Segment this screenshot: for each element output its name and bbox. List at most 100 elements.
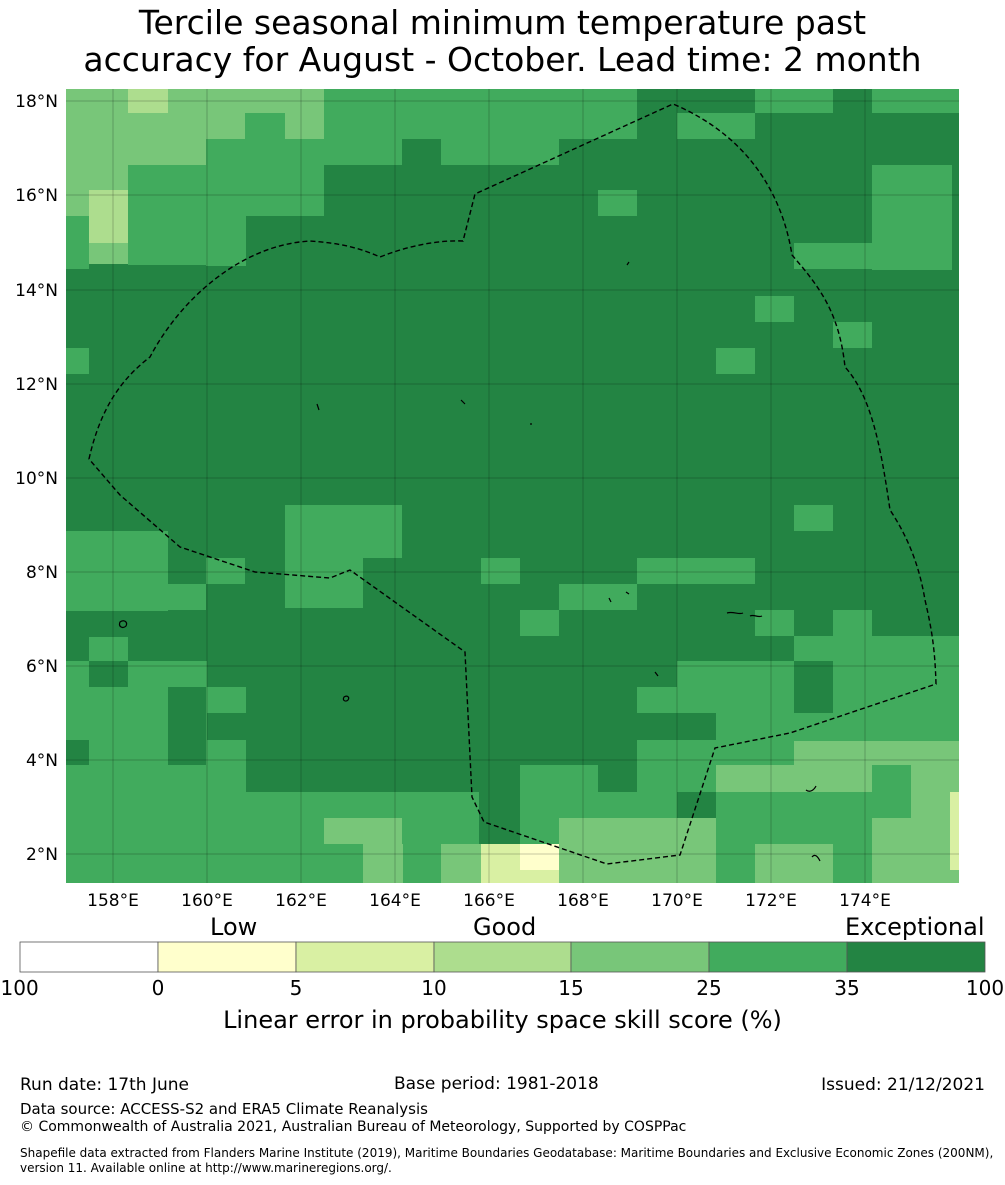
run-date: Run date: 17th June bbox=[20, 1075, 189, 1095]
eez-boundary bbox=[88, 103, 937, 865]
colorbar-tick: 35 bbox=[834, 976, 860, 1000]
skill-cell bbox=[637, 558, 755, 584]
skill-cell bbox=[245, 113, 285, 139]
lon-label: 164°E bbox=[369, 891, 421, 911]
skill-cell bbox=[363, 844, 403, 883]
skill-cell bbox=[950, 792, 959, 870]
shapefile-credit: Shapefile data extracted from Flanders M… bbox=[20, 1146, 994, 1175]
colorbar-tick: 5 bbox=[289, 976, 303, 1000]
skill-cell bbox=[168, 687, 206, 765]
lon-label: 166°E bbox=[463, 891, 515, 911]
lat-label: 2°N bbox=[26, 845, 58, 865]
lat-label: 10°N bbox=[15, 469, 58, 489]
skill-cell bbox=[206, 216, 246, 266]
skill-cell bbox=[206, 687, 246, 713]
label-good: Good bbox=[473, 913, 537, 941]
lat-label: 12°N bbox=[15, 375, 58, 395]
skill-cell bbox=[755, 296, 794, 322]
label-exceptional: Exceptional bbox=[845, 913, 985, 941]
copyright: © Commonwealth of Australia 2021, Austra… bbox=[20, 1119, 687, 1135]
skill-cell bbox=[324, 89, 637, 139]
title-line-1: Tercile seasonal minimum temperature pas… bbox=[138, 3, 867, 42]
skill-cell bbox=[66, 740, 89, 765]
lat-label: 8°N bbox=[26, 563, 58, 583]
colorbar-swatch bbox=[19, 941, 159, 973]
colorbar-tick: 25 bbox=[696, 976, 722, 1000]
skill-cell bbox=[716, 765, 872, 792]
colorbar bbox=[19, 941, 986, 973]
lat-label: 4°N bbox=[26, 751, 58, 771]
skill-cell bbox=[794, 740, 959, 765]
lat-label: 6°N bbox=[26, 657, 58, 677]
skill-cell bbox=[794, 792, 872, 818]
colorbar-swatch bbox=[157, 941, 297, 973]
skill-cell bbox=[206, 740, 246, 883]
colorbar-tick: -100 bbox=[0, 976, 39, 1000]
skill-cell bbox=[598, 190, 637, 216]
skill-cell bbox=[285, 505, 402, 558]
skill-cell bbox=[559, 584, 637, 610]
skill-cell bbox=[66, 531, 168, 611]
skill-cell bbox=[755, 89, 833, 113]
lat-label: 16°N bbox=[15, 186, 58, 206]
skill-cell bbox=[520, 844, 560, 870]
skill-cell bbox=[677, 661, 794, 713]
skill-cell bbox=[441, 844, 481, 883]
skill-cell bbox=[66, 348, 89, 374]
colorbar-title: Linear error in probability space skill … bbox=[223, 1006, 782, 1034]
skill-cell bbox=[716, 713, 794, 740]
skill-cell bbox=[441, 139, 559, 165]
skill-cell bbox=[794, 243, 872, 269]
title-line-2: accuracy for August - October. Lead time… bbox=[83, 40, 922, 79]
label-low: Low bbox=[210, 913, 258, 941]
skill-cell bbox=[794, 661, 833, 713]
skill-cell bbox=[481, 558, 520, 584]
skill-cell bbox=[285, 558, 363, 608]
skill-cell bbox=[677, 113, 755, 139]
lat-labels: 18°N 16°N 14°N 12°N 10°N 8°N 6°N 4°N 2°N bbox=[15, 92, 58, 865]
lat-label: 18°N bbox=[15, 92, 58, 112]
lon-label: 172°E bbox=[745, 891, 797, 911]
colorbar-tick: 15 bbox=[558, 976, 584, 1000]
skill-cell bbox=[324, 139, 402, 165]
skill-cell bbox=[206, 139, 324, 216]
skill-cell bbox=[755, 610, 794, 636]
lon-label: 174°E bbox=[839, 891, 891, 911]
skill-cell bbox=[872, 89, 959, 113]
colorbar-swatch bbox=[295, 941, 435, 973]
colorbar-tick: 100 bbox=[965, 976, 1005, 1000]
lat-label: 14°N bbox=[15, 281, 58, 301]
skill-cell bbox=[637, 687, 677, 713]
colorbar-swatch bbox=[846, 941, 986, 973]
lon-label: 160°E bbox=[181, 891, 233, 911]
skill-cell bbox=[89, 661, 128, 687]
islands bbox=[118, 261, 821, 862]
skill-cell bbox=[89, 190, 128, 243]
lon-label: 162°E bbox=[275, 891, 327, 911]
colorbar-tick: 0 bbox=[151, 976, 165, 1000]
skill-cell bbox=[324, 818, 402, 844]
colorbar-swatch bbox=[433, 941, 572, 973]
colorbar-swatch bbox=[708, 941, 848, 973]
skill-cell bbox=[677, 818, 717, 883]
skill-cell bbox=[872, 165, 952, 270]
lon-label: 158°E bbox=[87, 891, 139, 911]
map-title: Tercile seasonal minimum temperature pas… bbox=[0, 4, 1005, 78]
skill-cell bbox=[89, 637, 128, 661]
skill-cell bbox=[872, 818, 959, 883]
skill-cell bbox=[559, 818, 677, 883]
skill-cell bbox=[833, 610, 872, 636]
skill-cell bbox=[794, 505, 833, 531]
skill-cell bbox=[128, 165, 206, 265]
skill-cell bbox=[755, 844, 833, 883]
graticule bbox=[66, 89, 959, 883]
skill-cell bbox=[716, 348, 755, 374]
skill-cell bbox=[168, 584, 206, 610]
lon-label: 170°E bbox=[651, 891, 703, 911]
issued-date: Issued: 21/12/2021 bbox=[821, 1075, 985, 1095]
base-period: Base period: 1981-2018 bbox=[394, 1074, 599, 1094]
skill-cell bbox=[128, 89, 168, 113]
skill-cells bbox=[66, 89, 959, 883]
data-source: Data source: ACCESS-S2 and ERA5 Climate … bbox=[20, 1100, 428, 1118]
